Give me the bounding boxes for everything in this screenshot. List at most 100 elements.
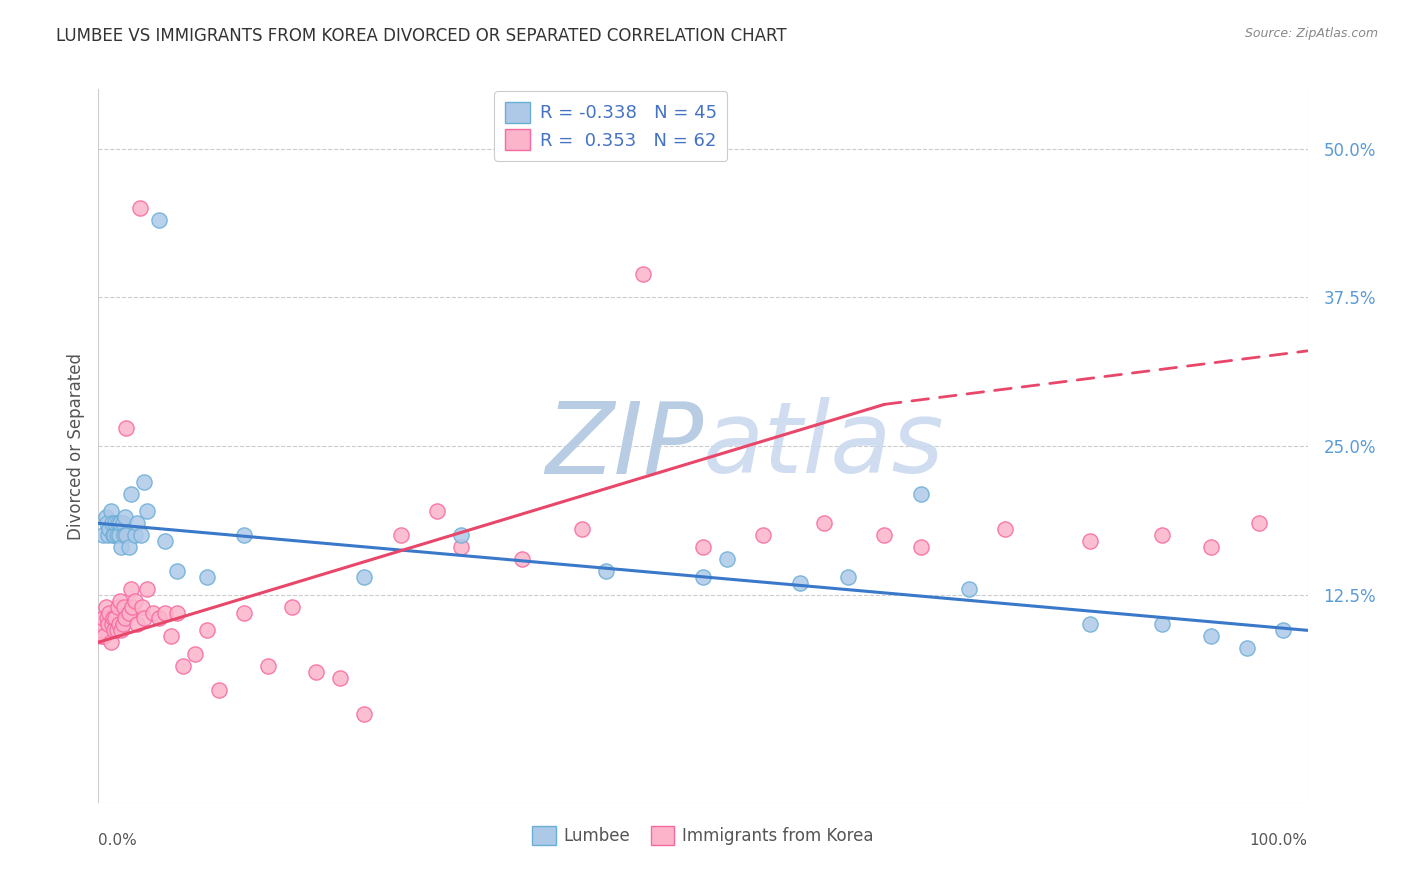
Text: atlas: atlas bbox=[703, 398, 945, 494]
Point bbox=[111, 516, 134, 531]
Point bbox=[100, 504, 122, 518]
Point bbox=[91, 528, 114, 542]
Point bbox=[148, 611, 170, 625]
Point bbox=[115, 421, 138, 435]
Text: 0.0%: 0.0% bbox=[98, 832, 138, 847]
Point bbox=[1199, 540, 1222, 554]
Point bbox=[232, 606, 254, 620]
Point bbox=[114, 611, 136, 625]
Point bbox=[426, 504, 449, 518]
Point bbox=[115, 528, 138, 542]
Point bbox=[305, 665, 328, 679]
Point bbox=[256, 659, 278, 673]
Point bbox=[195, 570, 218, 584]
Point bbox=[103, 624, 125, 638]
Point bbox=[134, 611, 156, 625]
Point bbox=[121, 599, 143, 614]
Point bbox=[104, 611, 127, 625]
Point bbox=[91, 611, 114, 625]
Point bbox=[1078, 617, 1101, 632]
Point bbox=[873, 528, 896, 542]
Point bbox=[910, 486, 932, 500]
Point bbox=[1236, 641, 1258, 656]
Point bbox=[120, 486, 142, 500]
Point bbox=[716, 552, 738, 566]
Point bbox=[108, 617, 131, 632]
Point bbox=[353, 570, 375, 584]
Point bbox=[124, 593, 146, 607]
Point bbox=[148, 213, 170, 227]
Point bbox=[631, 267, 654, 281]
Legend: Lumbee, Immigrants from Korea: Lumbee, Immigrants from Korea bbox=[526, 819, 880, 852]
Point bbox=[97, 617, 120, 632]
Point bbox=[957, 582, 980, 596]
Point bbox=[281, 599, 304, 614]
Point bbox=[112, 599, 135, 614]
Point bbox=[571, 522, 593, 536]
Point bbox=[153, 606, 176, 620]
Point bbox=[160, 629, 183, 643]
Point bbox=[752, 528, 775, 542]
Point bbox=[389, 528, 412, 542]
Point bbox=[166, 606, 188, 620]
Point bbox=[692, 570, 714, 584]
Point bbox=[91, 624, 114, 638]
Point bbox=[127, 617, 149, 632]
Point bbox=[837, 570, 859, 584]
Text: LUMBEE VS IMMIGRANTS FROM KOREA DIVORCED OR SEPARATED CORRELATION CHART: LUMBEE VS IMMIGRANTS FROM KOREA DIVORCED… bbox=[56, 27, 787, 45]
Point bbox=[127, 516, 149, 531]
Point bbox=[101, 611, 124, 625]
Point bbox=[110, 624, 132, 638]
Point bbox=[94, 599, 117, 614]
Point bbox=[104, 516, 127, 531]
Point bbox=[112, 528, 135, 542]
Text: 100.0%: 100.0% bbox=[1250, 832, 1308, 847]
Point bbox=[105, 528, 128, 542]
Point bbox=[128, 201, 150, 215]
Point bbox=[232, 528, 254, 542]
Point bbox=[107, 516, 129, 531]
Point bbox=[994, 522, 1017, 536]
Point bbox=[118, 606, 141, 620]
Point bbox=[118, 540, 141, 554]
Point bbox=[114, 510, 136, 524]
Point bbox=[208, 682, 231, 697]
Point bbox=[108, 593, 131, 607]
Point bbox=[329, 671, 352, 685]
Point bbox=[510, 552, 533, 566]
Point bbox=[595, 564, 617, 578]
Point bbox=[108, 528, 131, 542]
Point bbox=[94, 510, 117, 524]
Point bbox=[1199, 629, 1222, 643]
Point bbox=[135, 582, 157, 596]
Point bbox=[153, 534, 176, 549]
Point bbox=[97, 528, 120, 542]
Point bbox=[135, 504, 157, 518]
Point bbox=[813, 516, 835, 531]
Point bbox=[105, 624, 128, 638]
Point bbox=[111, 617, 134, 632]
Point bbox=[1152, 617, 1174, 632]
Point bbox=[108, 516, 131, 531]
Text: ZIP: ZIP bbox=[544, 398, 703, 494]
Point bbox=[789, 575, 811, 590]
Point bbox=[96, 516, 118, 531]
Point bbox=[353, 706, 375, 721]
Point bbox=[134, 475, 156, 489]
Text: Source: ZipAtlas.com: Source: ZipAtlas.com bbox=[1244, 27, 1378, 40]
Point bbox=[142, 606, 165, 620]
Point bbox=[100, 617, 122, 632]
Point bbox=[172, 659, 194, 673]
Point bbox=[101, 528, 124, 542]
Point bbox=[1272, 624, 1295, 638]
Point bbox=[450, 540, 472, 554]
Point bbox=[90, 629, 112, 643]
Point bbox=[1078, 534, 1101, 549]
Point bbox=[120, 582, 142, 596]
Point bbox=[1152, 528, 1174, 542]
Point bbox=[184, 647, 207, 661]
Point bbox=[96, 611, 118, 625]
Point bbox=[98, 522, 121, 536]
Point bbox=[195, 624, 218, 638]
Point bbox=[107, 599, 129, 614]
